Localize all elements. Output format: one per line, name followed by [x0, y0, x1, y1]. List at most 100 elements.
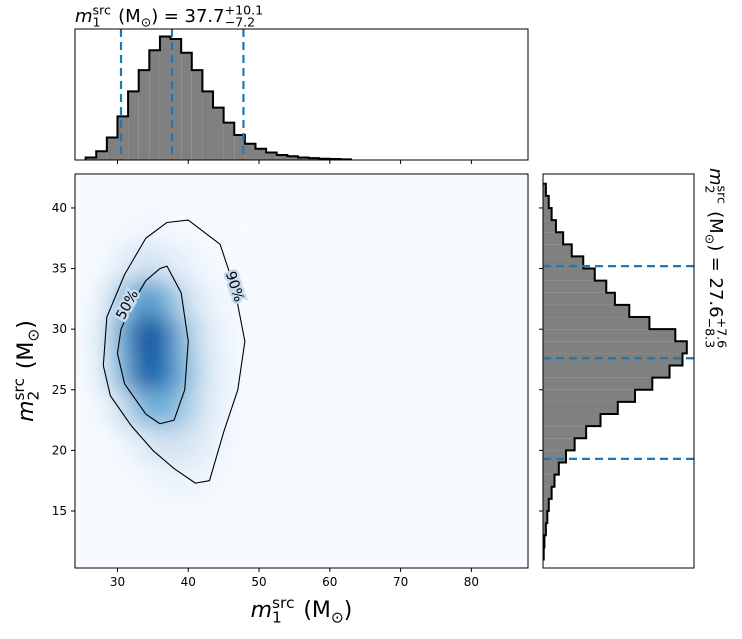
density-cell	[195, 244, 218, 282]
axes-frame	[74, 173, 529, 569]
density-cell	[216, 389, 239, 427]
index-sup: src	[272, 594, 294, 612]
bar	[543, 220, 556, 233]
bar	[149, 50, 160, 161]
density-cell	[237, 207, 260, 245]
bar	[543, 450, 567, 463]
histogram	[542, 182, 688, 561]
density-cell	[131, 207, 154, 245]
x-tick-label: 70	[393, 575, 408, 589]
density-cell	[237, 317, 260, 354]
density-cell	[131, 317, 154, 354]
bar	[266, 152, 277, 160]
y-tick-label: 15	[52, 504, 67, 518]
unit-close: )	[705, 244, 726, 251]
bar	[543, 438, 575, 451]
density-cell	[110, 207, 133, 245]
symbol: m	[14, 400, 39, 421]
bar	[543, 377, 653, 390]
bar	[543, 511, 548, 524]
density-cell	[89, 317, 111, 354]
density-cell	[174, 244, 196, 282]
unit-sub: ⊙	[141, 15, 152, 30]
density-cell	[152, 244, 175, 282]
density-cell	[110, 426, 133, 464]
density-cell	[195, 280, 218, 318]
density-cell	[89, 280, 111, 318]
density-cell	[174, 426, 196, 464]
density-cell	[237, 462, 260, 500]
density-cell	[237, 426, 260, 464]
bar	[128, 91, 139, 160]
density-cell	[110, 317, 133, 354]
density-cell	[174, 207, 196, 245]
density-cell	[131, 389, 154, 427]
density-cell	[174, 389, 196, 427]
bar	[543, 365, 670, 378]
bar	[543, 280, 607, 293]
density-cell	[131, 462, 154, 500]
bar	[543, 195, 549, 208]
index-sub: 1	[272, 609, 282, 627]
bar	[543, 329, 676, 342]
density-cell	[89, 389, 111, 427]
density-cell	[131, 280, 154, 318]
bar	[106, 137, 118, 160]
density-cell	[174, 317, 196, 354]
bar	[543, 207, 552, 221]
bar	[543, 462, 559, 475]
unit-close: )	[344, 598, 353, 623]
unit-sub: ⊙	[703, 234, 718, 245]
unit-close: )	[14, 320, 39, 329]
density-cell	[216, 317, 239, 354]
index-sub: 2	[25, 391, 43, 401]
density-cell	[195, 353, 218, 391]
bar	[202, 91, 214, 160]
index-sup: src	[715, 186, 730, 204]
density-cell	[216, 462, 239, 500]
bar	[191, 70, 203, 160]
density-cell	[110, 389, 133, 427]
bar	[543, 304, 630, 318]
histogram-outline	[84, 35, 353, 161]
y-tick-label: 30	[52, 322, 67, 336]
index-sup: src	[10, 378, 28, 400]
unit-sub: ⊙	[331, 609, 344, 627]
density-cell	[110, 462, 133, 500]
unit-sub: ⊙	[25, 329, 43, 342]
histogram-outline	[542, 182, 688, 561]
density-cell	[216, 426, 239, 464]
unit-close: )	[151, 6, 158, 27]
density	[89, 207, 260, 500]
density-cell	[89, 244, 111, 282]
y-tick-label: 25	[52, 383, 67, 397]
density-cell	[237, 353, 260, 391]
density-clip: 50%90%	[89, 207, 260, 500]
bar	[543, 426, 587, 439]
bar	[543, 474, 555, 487]
bar	[244, 143, 256, 160]
density-cell	[195, 317, 218, 354]
density-cell	[195, 207, 218, 245]
x-tick-label: 60	[322, 575, 337, 589]
index-sub: 1	[93, 15, 101, 30]
density-cell	[237, 244, 260, 282]
bar	[543, 498, 549, 512]
density-cell	[110, 244, 133, 282]
bar	[234, 135, 245, 160]
bar	[543, 244, 572, 257]
density-cell	[131, 426, 154, 464]
density-cell	[89, 462, 111, 500]
density-cell	[216, 244, 239, 282]
bar	[543, 341, 687, 354]
x-tick-label: 80	[464, 575, 479, 589]
bar	[85, 157, 97, 160]
bar	[223, 122, 235, 160]
contour	[116, 265, 189, 425]
density-cell	[152, 426, 175, 464]
bar	[543, 486, 552, 499]
